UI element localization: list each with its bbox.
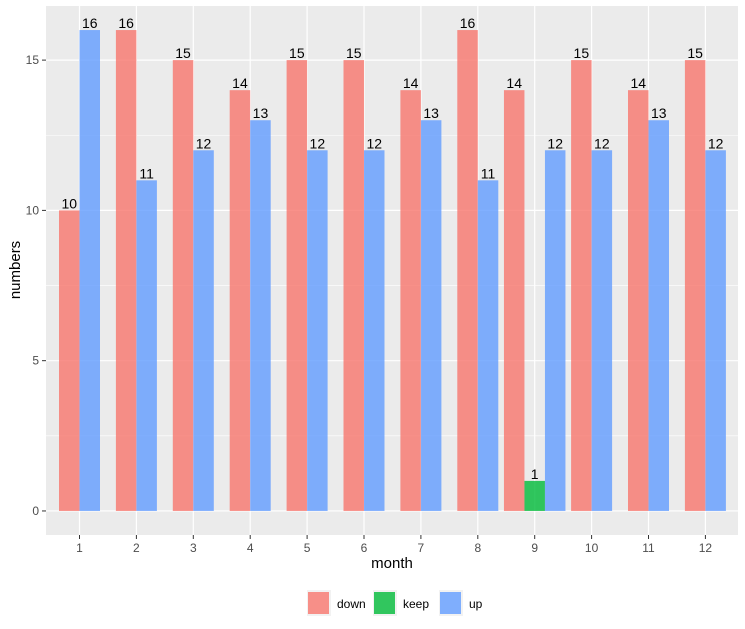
data-label-up-month-10: 12: [594, 135, 610, 151]
x-tick-label: 8: [474, 541, 481, 555]
data-label-up-month-2: 11: [139, 165, 154, 181]
x-tick-label: 11: [642, 541, 655, 555]
x-axis-title: month: [371, 555, 413, 572]
data-label-down-month-3: 15: [175, 45, 191, 61]
x-tick-label: 1: [76, 541, 83, 555]
bar-up-month-10: [591, 150, 613, 511]
legend-item-down: down: [307, 590, 366, 616]
data-label-down-month-9: 14: [506, 75, 522, 91]
data-label-up-month-11: 13: [651, 105, 667, 121]
data-label-down-month-2: 16: [118, 15, 134, 31]
legend: down keep up: [307, 590, 483, 616]
y-tick-label: 15: [26, 53, 40, 67]
data-label-up-month-8: 11: [481, 165, 496, 181]
bar-up-month-5: [307, 150, 328, 511]
data-label-down-month-6: 15: [346, 45, 362, 61]
bar-down-month-2: [115, 30, 137, 511]
x-tick-label: 9: [531, 541, 538, 555]
y-tick-label: 10: [26, 203, 40, 217]
bar-up-month-7: [420, 120, 442, 511]
legend-label-down: down: [337, 597, 366, 611]
bar-up-month-9: [544, 150, 566, 511]
data-label-up-month-1: 16: [82, 15, 98, 31]
legend-item-up: up: [439, 590, 483, 616]
data-label-down-month-4: 14: [232, 75, 248, 91]
bar-up-month-8: [477, 180, 499, 511]
data-label-keep-month-9: 1: [531, 466, 539, 482]
x-tick-label: 10: [585, 541, 599, 555]
x-tick-label: 2: [133, 541, 140, 555]
legend-label-keep: keep: [403, 597, 429, 611]
legend-label-up: up: [469, 597, 483, 611]
bar-down-month-5: [286, 60, 308, 511]
bar-down-month-7: [400, 90, 421, 511]
y-tick-label: 5: [32, 354, 39, 368]
x-tick-label: 4: [247, 541, 254, 555]
bar-up-month-4: [250, 120, 271, 511]
x-tick-label: 7: [418, 541, 425, 555]
data-label-down-month-11: 14: [630, 75, 646, 91]
data-label-down-month-10: 15: [574, 45, 590, 61]
bar-down-month-4: [229, 90, 251, 511]
data-label-down-month-12: 15: [687, 45, 703, 61]
bar-up-month-2: [136, 180, 157, 511]
data-label-up-month-7: 13: [423, 105, 439, 121]
bar-down-month-3: [172, 60, 194, 511]
data-label-down-month-8: 16: [460, 15, 476, 31]
x-tick-label: 3: [190, 541, 197, 555]
data-label-down-month-7: 14: [403, 75, 419, 91]
data-label-up-month-3: 12: [196, 135, 212, 151]
x-axis: 1 2 3 4 5 6 7 8 9 10 11 12: [76, 535, 712, 555]
bar-down-month-6: [343, 60, 364, 511]
bar-down-month-11: [628, 90, 649, 511]
y-axis-title: numbers: [7, 241, 24, 299]
bar-up-month-11: [648, 120, 669, 511]
data-label-up-month-12: 12: [708, 135, 724, 151]
x-tick-label: 5: [304, 541, 311, 555]
bar-down-month-1: [59, 210, 80, 511]
bar-down-month-8: [457, 30, 478, 511]
bar-down-month-9: [503, 90, 525, 511]
bar-up-month-12: [705, 150, 726, 511]
bar-up-month-3: [193, 150, 214, 511]
legend-swatch-up: [440, 592, 461, 614]
x-tick-label: 6: [361, 541, 368, 555]
legend-swatch-keep: [374, 592, 395, 614]
panel-background: [46, 6, 738, 535]
bar-down-month-10: [571, 60, 592, 511]
x-tick-label: 12: [699, 541, 713, 555]
bar-keep-month-9: [524, 480, 545, 511]
data-label-up-month-6: 12: [366, 135, 382, 151]
bar-down-month-12: [684, 60, 706, 511]
bar-up-month-1: [79, 30, 100, 511]
bar-up-month-6: [364, 150, 385, 511]
y-axis: 0 5 10 15: [26, 53, 46, 518]
bars: [59, 30, 726, 511]
data-label-up-month-4: 13: [253, 105, 269, 121]
legend-item-keep: keep: [373, 590, 429, 616]
data-label-up-month-9: 12: [547, 135, 563, 151]
legend-swatch-down: [308, 592, 329, 614]
data-label-down-month-5: 15: [289, 45, 305, 61]
data-label-down-month-1: 10: [61, 195, 77, 211]
data-label-up-month-5: 12: [310, 135, 326, 151]
y-tick-label: 0: [32, 504, 39, 518]
